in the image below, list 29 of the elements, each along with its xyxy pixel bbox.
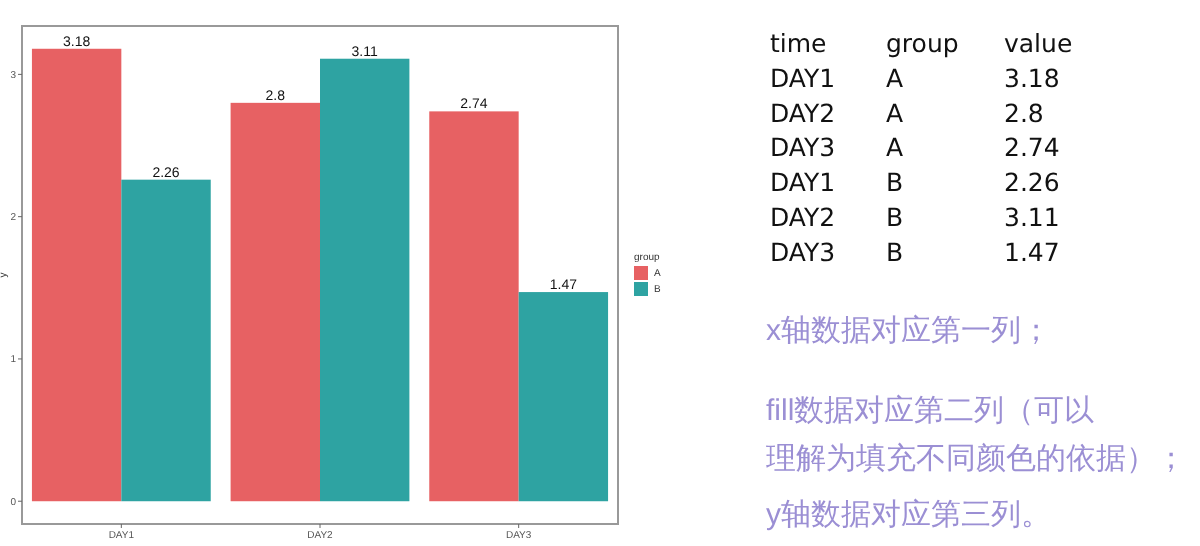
text: DAY1 [770, 167, 836, 198]
text: A [886, 132, 904, 163]
text: value [1004, 28, 1073, 58]
bar [121, 179, 211, 502]
text: group [886, 28, 959, 58]
bar [320, 58, 410, 502]
text: DAY3 [770, 132, 836, 163]
text: 2.74 [1004, 132, 1060, 163]
text: DAY2 [770, 97, 836, 128]
text: A [886, 97, 904, 128]
text: 1.47 [1004, 236, 1060, 267]
text: y轴数据对应第三列。 [766, 498, 1051, 532]
text: 3.18 [1004, 62, 1060, 93]
text: B [886, 202, 904, 232]
text: DAY2 [770, 202, 836, 232]
bar [31, 48, 122, 502]
text: B [886, 167, 904, 198]
text: DAY3 [770, 236, 836, 267]
text: 2.26 [1004, 167, 1060, 198]
text: time [770, 28, 828, 58]
bar [518, 292, 609, 502]
text: B [886, 236, 904, 267]
text: x轴数据对应第一列； [766, 314, 1051, 348]
text: DAY1 [770, 62, 836, 93]
text: 3.11 [1004, 202, 1060, 232]
text: A [886, 62, 904, 93]
bar [230, 102, 320, 502]
text: 2.8 [1004, 97, 1044, 128]
bar [429, 111, 519, 502]
